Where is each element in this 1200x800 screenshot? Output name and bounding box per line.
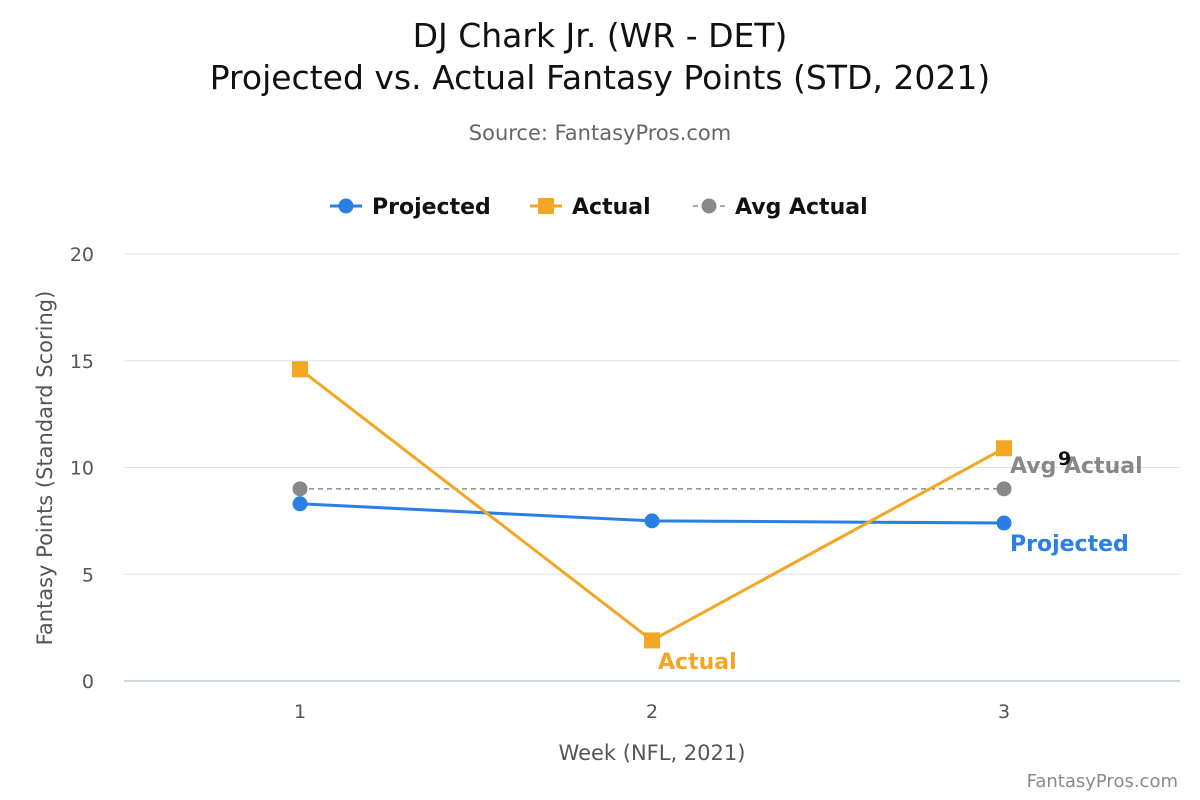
chart-title-line-1: DJ Chark Jr. (WR - DET) <box>412 16 788 55</box>
y-tick-label: 0 <box>82 671 94 693</box>
data-point <box>644 632 660 649</box>
legend-item-actual[interactable]: Actual <box>530 195 651 220</box>
data-point <box>292 481 308 497</box>
legend-label: Avg Actual <box>735 195 868 220</box>
x-tick-label: 3 <box>998 701 1010 723</box>
legend-label: Projected <box>372 195 491 220</box>
data-point <box>996 481 1012 497</box>
chart-title-line-2: Projected vs. Actual Fantasy Points (STD… <box>209 58 991 97</box>
series-actual: Actual <box>292 361 1012 675</box>
legend-item-avg-actual[interactable]: Avg Actual <box>693 195 868 220</box>
y-tick-label: 15 <box>70 351 94 373</box>
x-tick-label: 2 <box>646 701 658 723</box>
x-axis-title: Week (NFL, 2021) <box>559 741 746 765</box>
y-axis-title: Fantasy Points (Standard Scoring) <box>33 291 57 646</box>
data-point <box>996 515 1012 531</box>
legend-marker <box>338 198 354 214</box>
data-point <box>292 496 308 512</box>
legend: Projected Actual Avg Actual <box>330 195 868 220</box>
data-point <box>292 361 308 378</box>
y-axis-ticks: 0 5 10 15 20 <box>70 244 94 693</box>
series-end-label: Actual <box>658 650 737 675</box>
x-axis-ticks: 1 2 3 <box>294 701 1010 723</box>
y-tick-label: 5 <box>82 564 94 586</box>
series-projected: Projected <box>292 496 1129 557</box>
y-tick-label: 10 <box>70 458 94 480</box>
x-tick-label: 1 <box>294 701 306 723</box>
series-end-label: Projected <box>1010 532 1129 557</box>
data-label: 9 <box>1058 448 1071 470</box>
grid-lines <box>124 253 1180 682</box>
data-point <box>996 440 1012 457</box>
data-point <box>644 513 660 529</box>
y-tick-label: 20 <box>70 244 94 266</box>
legend-label: Actual <box>572 195 651 220</box>
watermark: FantasyPros.com <box>1026 771 1178 792</box>
series-line <box>299 368 1005 643</box>
chart-subtitle-source: Source: FantasyPros.com <box>468 121 732 145</box>
legend-marker <box>538 198 554 214</box>
legend-marker <box>701 198 717 214</box>
series-end-label: Avg Actual <box>1010 454 1143 479</box>
legend-item-projected[interactable]: Projected <box>330 195 491 220</box>
